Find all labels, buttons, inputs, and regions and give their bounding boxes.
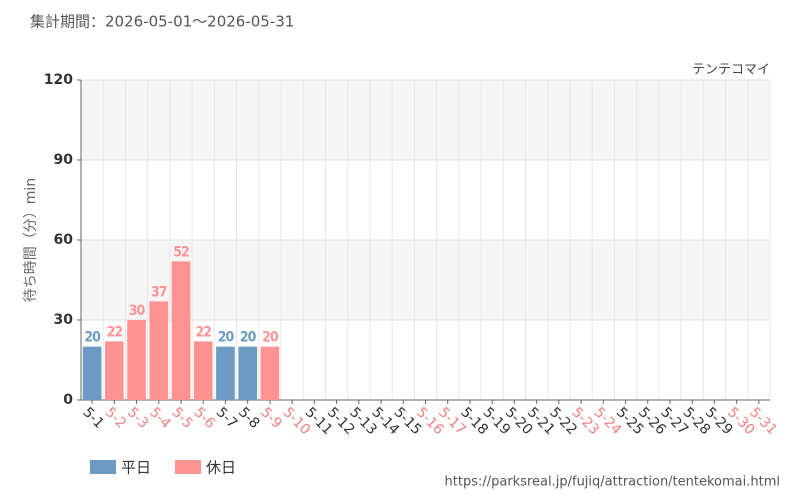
legend-label: 休日 [206, 459, 236, 477]
source-url: https://parksreal.jp/fujiq/attraction/te… [445, 475, 780, 490]
legend-swatch [90, 460, 116, 474]
value-label: 20 [262, 330, 279, 346]
value-label: 20 [218, 330, 235, 346]
x-tick-label: 5-9 [257, 404, 284, 431]
x-tick-label: 5-6 [191, 404, 219, 432]
x-tick-label: 5-4 [146, 404, 174, 432]
bar [127, 320, 146, 400]
bar [216, 346, 235, 400]
y-tick-label: 0 [63, 392, 73, 408]
y-tick-label: 30 [54, 312, 74, 328]
y-tick-label: 120 [44, 72, 73, 88]
x-tick-label: 5-5 [168, 404, 195, 431]
grid-band [81, 240, 770, 320]
y-axis-title: 待ち時間（分）min [23, 178, 39, 302]
value-label: 22 [195, 324, 211, 340]
value-label: 37 [151, 284, 167, 300]
value-label: 22 [107, 324, 123, 340]
attraction-name: テンテコマイ [692, 63, 770, 78]
grid-band [81, 80, 770, 160]
bar [193, 341, 213, 400]
bar [105, 341, 124, 400]
bar [82, 346, 102, 400]
bar [260, 346, 280, 400]
bar [149, 301, 169, 400]
y-tick-label: 90 [54, 152, 74, 168]
x-tick-label: 5-7 [213, 404, 240, 431]
y-tick-label: 60 [54, 232, 74, 248]
x-tick-label: 5-2 [102, 404, 129, 431]
bar [238, 346, 258, 400]
legend-swatch [175, 460, 201, 474]
value-label: 20 [240, 330, 257, 346]
value-label: 52 [173, 244, 189, 260]
value-label: 30 [129, 303, 146, 319]
value-label: 20 [84, 330, 101, 346]
x-tick-label: 5-1 [79, 404, 106, 431]
legend-label: 平日 [121, 459, 151, 477]
bar [171, 261, 191, 400]
period: 集計期間：2026-05-01～2026-05-31 [30, 13, 294, 31]
x-tick-label: 5-3 [124, 404, 151, 431]
x-tick-label: 5-8 [235, 404, 262, 431]
